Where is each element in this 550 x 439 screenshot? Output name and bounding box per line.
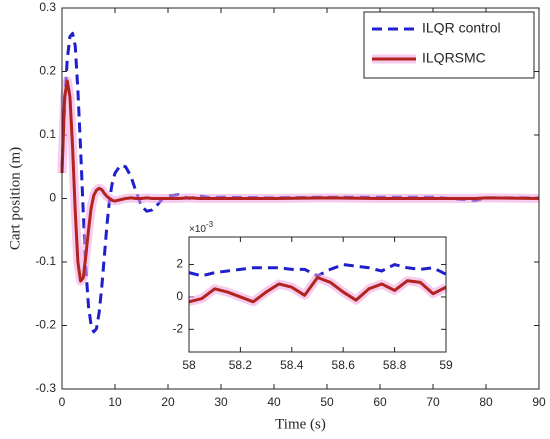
- x-tick-label: 80: [479, 395, 493, 409]
- x-tick-label: 40: [267, 395, 281, 409]
- x-tick-label: 59: [439, 358, 453, 372]
- y-offset-label: ×10-3: [189, 220, 214, 235]
- y-tick-label: -0.1: [35, 254, 56, 268]
- x-tick-label: 58.4: [280, 358, 304, 372]
- y-tick-label: 0: [49, 191, 56, 205]
- y-tick-label: 0.1: [39, 127, 56, 141]
- x-tick-label: 58: [182, 358, 196, 372]
- series-line: [60, 79, 540, 283]
- x-tick-label: 58.2: [229, 358, 253, 372]
- x-tick-label: 58.8: [383, 358, 407, 372]
- y-tick-label: -0.3: [35, 381, 56, 395]
- x-tick-label: 50: [320, 395, 334, 409]
- legend-label: ILQRSMC: [422, 50, 486, 66]
- y-offset-exponent: -3: [206, 220, 214, 229]
- legend-label: ILQR control: [422, 20, 501, 36]
- x-tick-label: 90: [532, 395, 546, 409]
- x-tick-label: 0: [59, 395, 66, 409]
- series-line: [188, 275, 447, 304]
- y-tick-label: 0: [176, 289, 183, 303]
- y-axis-label: Cart position (m): [7, 147, 23, 250]
- x-tick-label: 30: [214, 395, 228, 409]
- legend-box: [363, 11, 535, 79]
- x-axis-label: Time (s): [275, 416, 326, 432]
- axes-frame: [188, 236, 447, 353]
- y-offset-base: ×10: [189, 224, 206, 235]
- x-tick-label: 20: [161, 395, 175, 409]
- y-tick-label: -0.2: [35, 318, 56, 332]
- axes-frame: [61, 7, 540, 390]
- y-tick-label: -2: [172, 321, 183, 335]
- y-tick-label: 2: [176, 257, 183, 271]
- x-tick-label: 58.6: [332, 358, 356, 372]
- x-tick-label: 10: [108, 395, 122, 409]
- y-tick-label: 0.2: [39, 64, 56, 78]
- y-tick-label: 0.3: [39, 0, 56, 14]
- x-tick-label: 70: [426, 395, 440, 409]
- x-tick-label: 60: [373, 395, 387, 409]
